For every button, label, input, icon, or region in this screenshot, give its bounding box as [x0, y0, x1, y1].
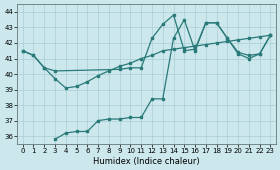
X-axis label: Humidex (Indice chaleur): Humidex (Indice chaleur) — [93, 157, 200, 166]
